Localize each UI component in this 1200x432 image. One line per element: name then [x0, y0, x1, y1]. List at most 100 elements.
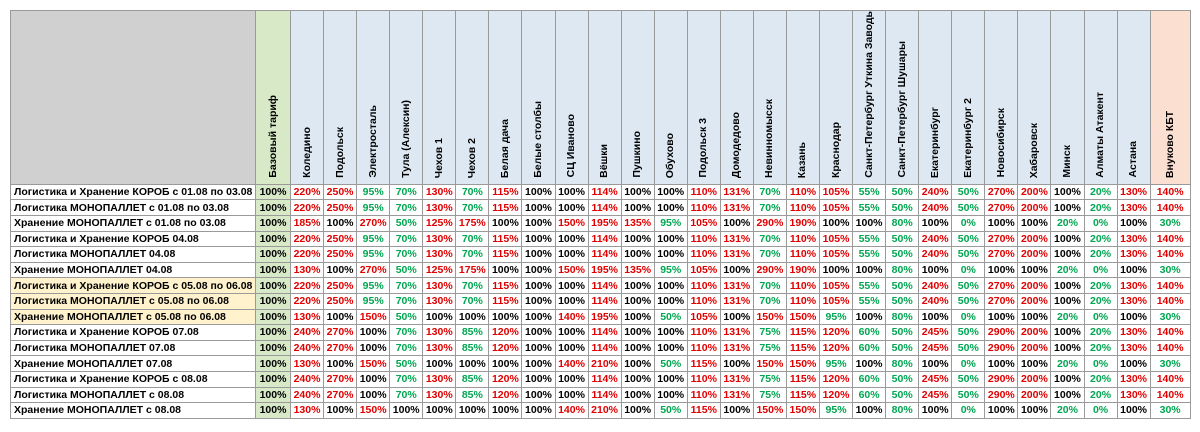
tariff-cell: 115%	[488, 277, 523, 294]
tariff-cell: 110%	[785, 183, 821, 201]
tariff-cell: 100%	[1116, 355, 1151, 372]
tariff-cell: 100%	[620, 339, 655, 357]
tariff-cell: 70%	[455, 199, 490, 216]
tariff-cell: 80%	[885, 261, 920, 279]
tariff-cell: 50%	[885, 339, 920, 357]
tariff-cell: 100%	[1017, 308, 1052, 326]
row-label: Логистика и Хранение КОРОБ с 08.08	[10, 370, 256, 388]
tariff-cell: 150%	[356, 308, 391, 326]
tariff-cell: 100%	[984, 402, 1019, 419]
row-label: Хранение МОНОПАЛЛЕТ с 01.08 по 03.08	[10, 214, 256, 232]
tariff-cell: 100%	[1116, 308, 1151, 326]
tariff-cell: 55%	[852, 199, 887, 216]
tariff-cell: 131%	[719, 277, 754, 294]
tariff-cell: 100%	[422, 402, 457, 419]
tariff-cell: 105%	[686, 261, 721, 279]
tariff-cell: 200%	[1017, 324, 1052, 341]
tariff-cell: 100%	[521, 355, 556, 372]
column-title: Санкт-Петербург Уткина Заводь	[862, 11, 875, 178]
tariff-cell: 85%	[455, 324, 490, 341]
tariff-cell: 131%	[719, 183, 754, 201]
tariff-cell: 50%	[653, 308, 688, 326]
tariff-cell: 50%	[951, 339, 986, 357]
tariff-cell: 110%	[785, 230, 821, 248]
tariff-cell: 130%	[422, 230, 457, 248]
tariff-cell: 95%	[818, 402, 854, 419]
tariff-cell: 100%	[488, 214, 523, 232]
tariff-cell: 140%	[1149, 386, 1191, 404]
tariff-cell: 100%	[554, 199, 589, 216]
tariff-cell: 100%	[852, 261, 887, 279]
tariff-cell: 100%	[356, 324, 391, 341]
column-header: Внуково КБТ	[1149, 10, 1191, 185]
tariff-cell: 0%	[1083, 402, 1118, 419]
tariff-cell: 130%	[422, 199, 457, 216]
tariff-cell: 105%	[818, 246, 854, 263]
tariff-cell: 150%	[785, 355, 821, 372]
tariff-cell: 100%	[653, 230, 688, 248]
tariff-cell: 200%	[1017, 230, 1052, 248]
tariff-cell: 70%	[455, 183, 490, 201]
tariff-cell: 100%	[255, 324, 291, 341]
tariff-cell: 100%	[620, 230, 655, 248]
column-title: Коледино	[300, 126, 313, 178]
tariff-cell: 131%	[719, 324, 754, 341]
tariff-cell: 70%	[389, 292, 424, 310]
tariff-cell: 150%	[752, 355, 787, 372]
tariff-cell: 100%	[521, 246, 556, 263]
tariff-cell: 100%	[356, 386, 391, 404]
data-row: Логистика МОНОПАЛЛЕТ с 05.08 по 06.08 100…	[10, 292, 1191, 310]
tariff-cell: 270%	[984, 230, 1019, 248]
row-label: Логистика и Хранение КОРОБ с 01.08 по 03…	[10, 183, 256, 201]
tariff-cell: 100%	[554, 230, 589, 248]
tariff-cell: 100%	[1050, 339, 1085, 357]
tariff-cell: 150%	[785, 402, 821, 419]
tariff-cell: 70%	[389, 230, 424, 248]
tariff-cell: 100%	[455, 308, 490, 326]
tariff-cell: 110%	[686, 246, 721, 263]
column-header: СЦ Иваново	[554, 10, 589, 185]
tariff-cell: 50%	[389, 355, 424, 372]
tariff-cell: 130%	[1116, 277, 1151, 294]
column-header: Астана	[1116, 10, 1151, 185]
tariff-cell: 100%	[1017, 214, 1052, 232]
tariff-cell: 60%	[852, 386, 887, 404]
tariff-cell: 125%	[422, 261, 457, 279]
tariff-cell: 195%	[587, 308, 622, 326]
tariff-cell: 50%	[653, 355, 688, 372]
tariff-cell: 114%	[587, 370, 622, 388]
row-label: Логистика МОНОПАЛЛЕТ 07.08	[10, 339, 256, 357]
column-title: СЦ Иваново	[565, 114, 578, 178]
tariff-cell: 130%	[1116, 386, 1151, 404]
tariff-cell: 70%	[752, 199, 787, 216]
tariff-cell: 131%	[719, 199, 754, 216]
tariff-cell: 245%	[918, 370, 953, 388]
tariff-cell: 75%	[752, 324, 787, 341]
tariff-cell: 95%	[356, 292, 391, 310]
tariff-cell: 20%	[1050, 214, 1085, 232]
tariff-cell: 95%	[356, 246, 391, 263]
tariff-cell: 70%	[455, 230, 490, 248]
tariff-cell: 105%	[818, 199, 854, 216]
tariff-cell: 100%	[521, 199, 556, 216]
tariff-cell: 50%	[389, 308, 424, 326]
tariff-cell: 100%	[554, 339, 589, 357]
tariff-cell: 105%	[818, 183, 854, 201]
tariff-cell: 140%	[554, 402, 589, 419]
tariff-cell: 50%	[951, 370, 986, 388]
tariff-cell: 100%	[653, 246, 688, 263]
tariff-cell: 100%	[323, 402, 358, 419]
data-row: Логистика и Хранение КОРОБ с 01.08 по 03…	[10, 183, 1191, 201]
tariff-cell: 100%	[554, 386, 589, 404]
tariff-cell: 105%	[686, 308, 721, 326]
tariff-cell: 110%	[686, 199, 721, 216]
tariff-cell: 75%	[752, 386, 787, 404]
tariff-cell: 220%	[289, 277, 325, 294]
column-header: Электросталь	[356, 10, 391, 185]
tariff-cell: 250%	[323, 199, 358, 216]
column-header: Санкт-Петербург Уткина Заводь	[852, 10, 887, 185]
tariff-cell: 100%	[1050, 230, 1085, 248]
tariff-cell: 100%	[554, 277, 589, 294]
tariff-cell: 100%	[620, 246, 655, 263]
tariff-cell: 140%	[1149, 324, 1191, 341]
